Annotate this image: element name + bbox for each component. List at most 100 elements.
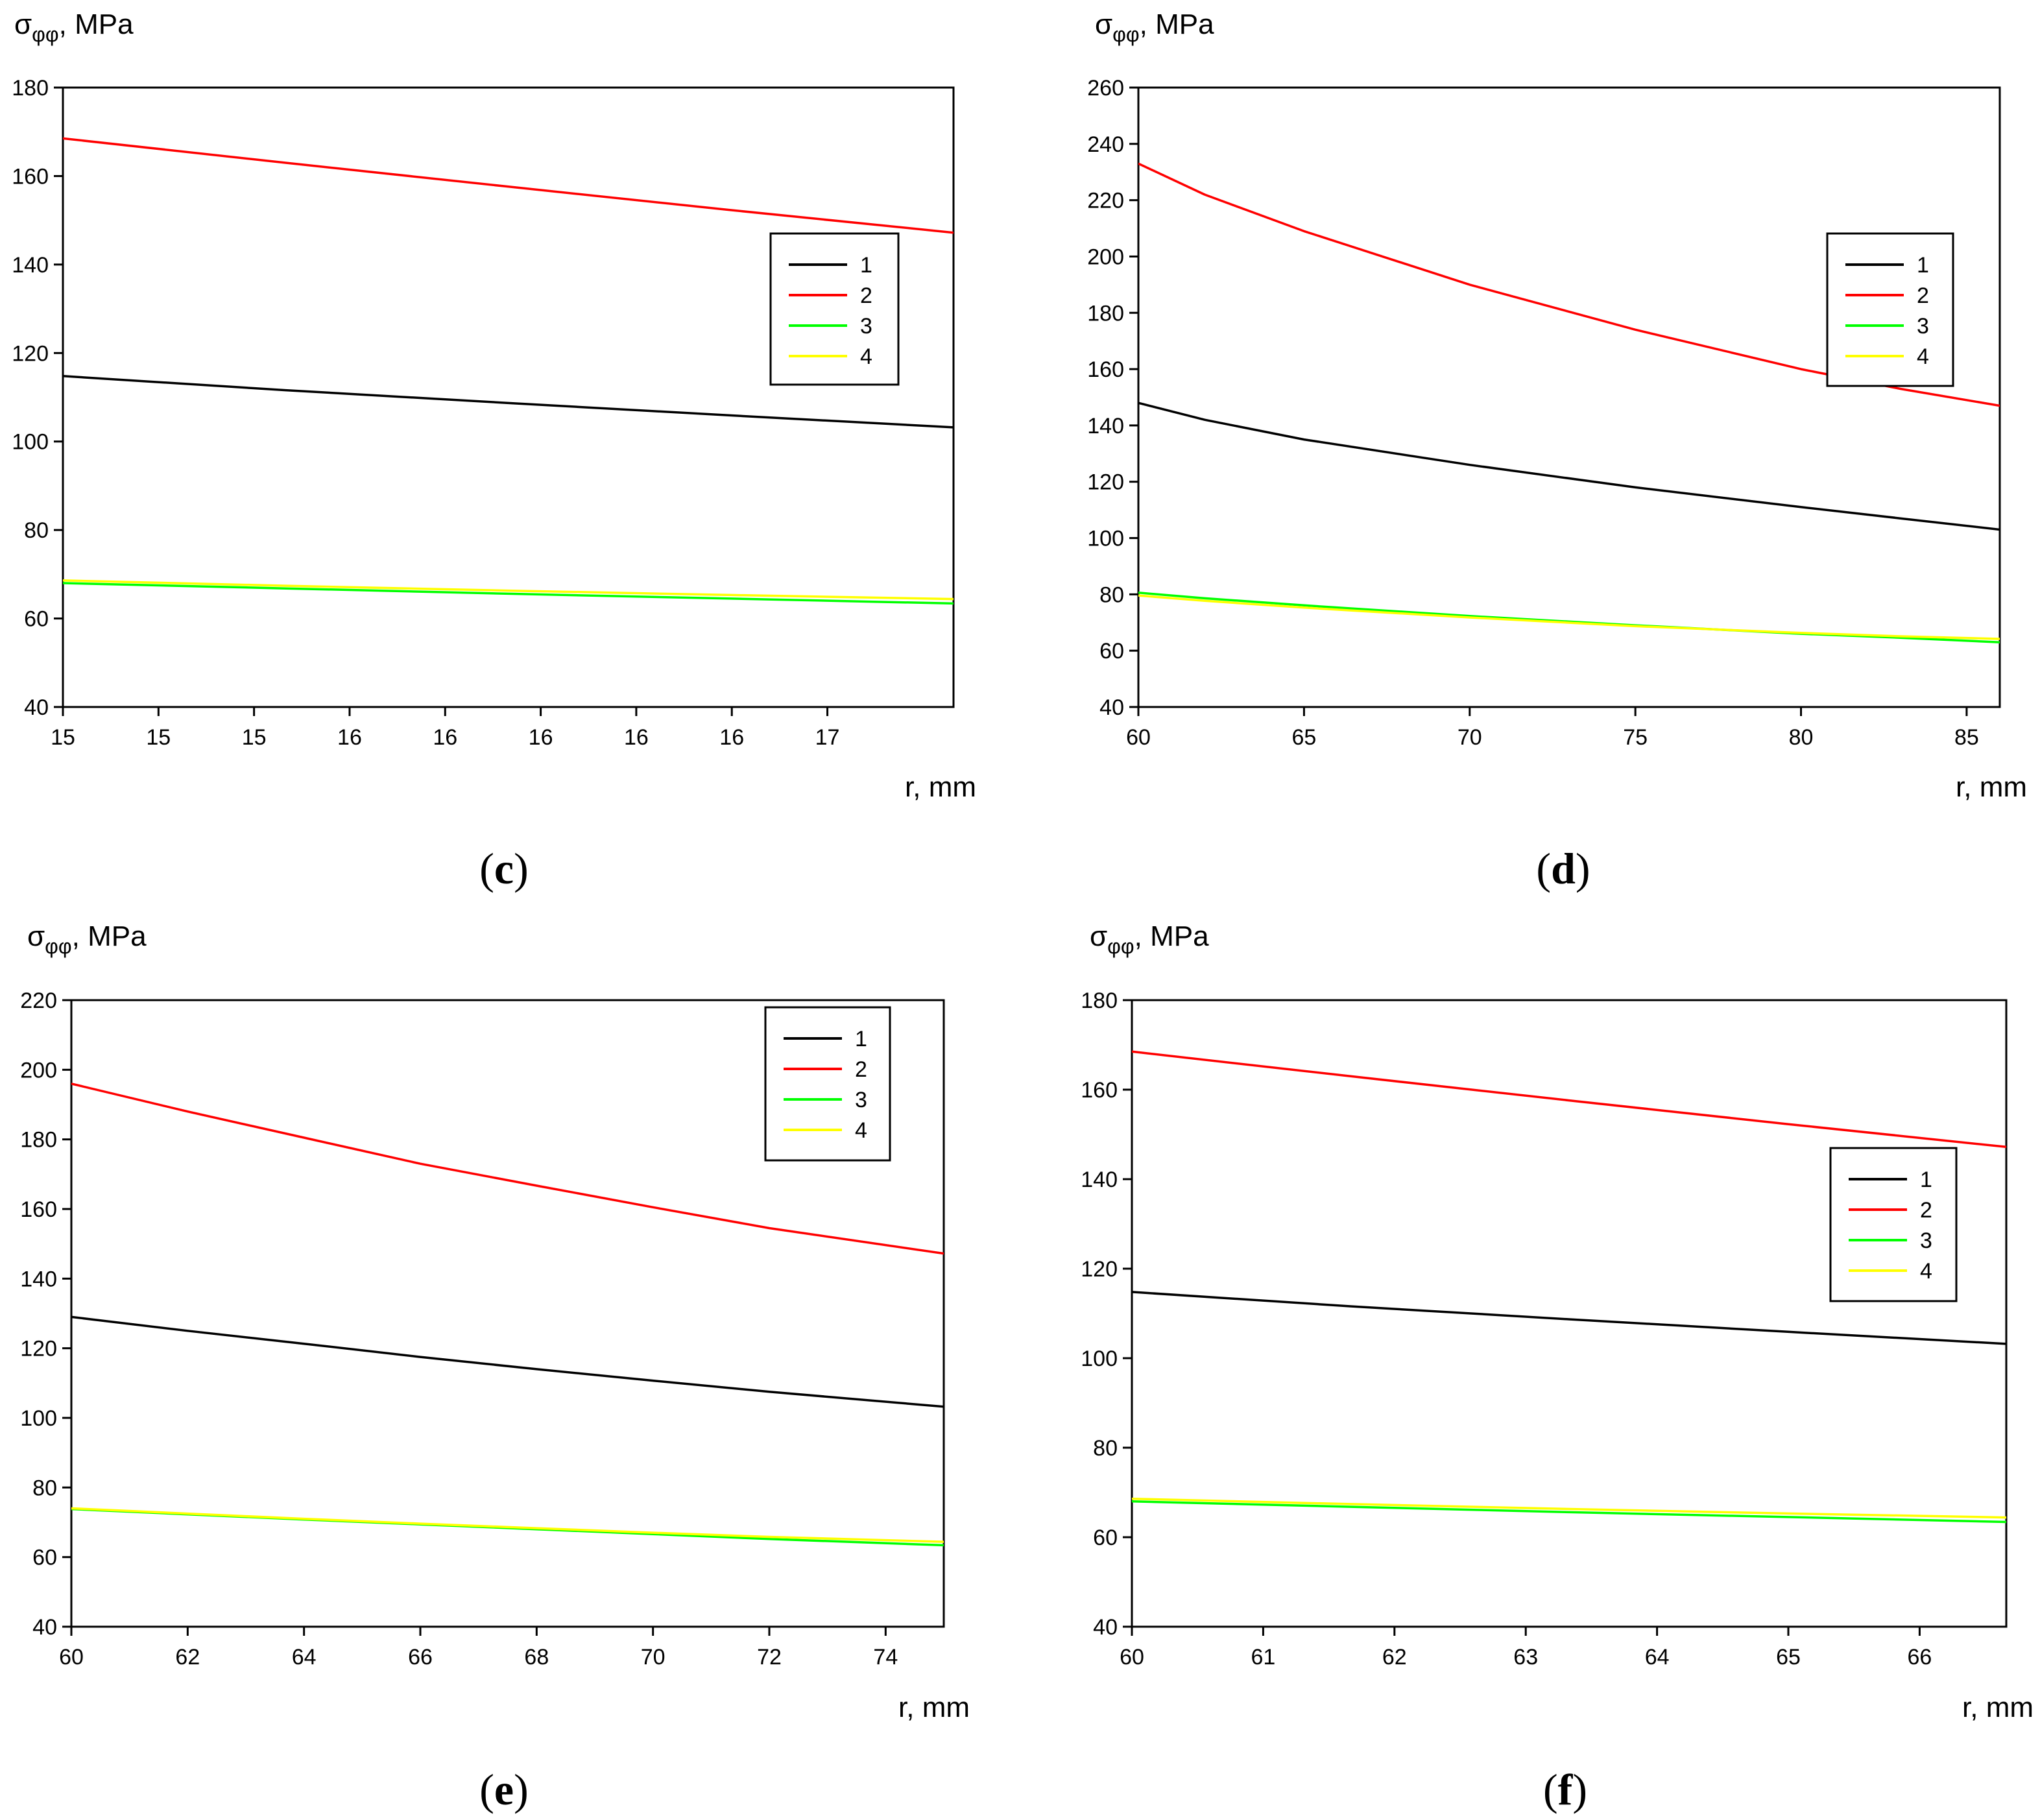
panel-label: (f) xyxy=(1543,1765,1587,1814)
x-tick-label: 16 xyxy=(529,725,553,750)
y-tick-label: 220 xyxy=(1087,189,1124,213)
legend-box xyxy=(764,1006,891,1162)
y-axis-title: σφφ, MPa xyxy=(27,920,147,958)
legend-label-3: 3 xyxy=(1917,314,1929,339)
y-tick-label: 100 xyxy=(12,430,49,455)
x-tick-label: 75 xyxy=(1623,725,1648,750)
panel-label: (d) xyxy=(1536,844,1590,893)
series-line-1 xyxy=(71,1315,944,1408)
x-tick-label: 63 xyxy=(1513,1645,1538,1670)
x-tick-label: 64 xyxy=(292,1645,317,1670)
legend-label-4: 4 xyxy=(1920,1259,1932,1284)
legend-label-4: 4 xyxy=(860,344,872,369)
x-tick-label: 68 xyxy=(524,1645,549,1670)
panel-paren-open: ( xyxy=(1543,1765,1558,1814)
x-axis-title: r, mm xyxy=(905,771,976,803)
series-line-2 xyxy=(71,1083,944,1255)
x-tick-label: 70 xyxy=(1458,725,1482,750)
y-tick-label: 40 xyxy=(1093,1615,1118,1640)
legend-label-4: 4 xyxy=(1917,344,1929,369)
legend-label-2: 2 xyxy=(1917,283,1929,308)
x-tick-label: 16 xyxy=(624,725,649,750)
x-tick-label: 17 xyxy=(815,725,840,750)
x-tick-label: 15 xyxy=(51,725,75,750)
x-tick-label: 70 xyxy=(641,1645,666,1670)
x-tick-label: 15 xyxy=(146,725,171,750)
y-tick-label: 100 xyxy=(20,1406,57,1431)
chart-panel-c: 40 60 80 100 120 140 160 180 15 15 15 16 16 16 16 16 17 σ… xyxy=(12,8,976,893)
x-axis-title: r, mm xyxy=(898,1692,970,1723)
x-tick-label: 60 xyxy=(1126,725,1151,750)
legend-label-3: 3 xyxy=(860,314,872,339)
y-axis-unit: , MPa xyxy=(1140,8,1214,40)
legend-label-1: 1 xyxy=(855,1027,867,1051)
y-tick-label: 80 xyxy=(24,518,49,543)
x-axis-title: r, mm xyxy=(1956,771,2027,803)
legend-label-3: 3 xyxy=(855,1088,867,1112)
plot-frame xyxy=(1131,999,2008,1628)
y-tick-label: 120 xyxy=(1087,470,1124,495)
y-tick-label: 180 xyxy=(20,1128,57,1153)
x-tick-label: 65 xyxy=(1776,1645,1801,1670)
series-line-2 xyxy=(63,137,954,234)
y-axis-symbol: σ xyxy=(1090,920,1107,952)
panel-paren-close: ) xyxy=(514,1765,529,1814)
y-tick-label: 140 xyxy=(1081,1167,1118,1192)
panel-paren-open: ( xyxy=(1536,844,1551,893)
legend-label-2: 2 xyxy=(860,283,872,308)
y-axis-subscript: φφ xyxy=(1107,935,1134,958)
legend-box xyxy=(1829,1147,1958,1302)
panel-letter: c xyxy=(494,844,514,893)
y-tick-label: 100 xyxy=(1087,527,1124,551)
legend-label-1: 1 xyxy=(1920,1167,1932,1192)
legend-box xyxy=(1826,232,1954,387)
y-tick-label: 180 xyxy=(1087,301,1124,326)
panel-paren-close: ) xyxy=(1572,1765,1587,1814)
panel-letter: e xyxy=(494,1765,514,1814)
y-axis-subscript: φφ xyxy=(1112,23,1140,46)
x-tick-label: 85 xyxy=(1954,725,1979,750)
y-tick-label: 60 xyxy=(1099,639,1124,664)
y-axis-unit: , MPa xyxy=(59,8,134,40)
x-tick-label: 62 xyxy=(175,1645,200,1670)
legend-label-1: 1 xyxy=(860,253,872,278)
x-tick-label: 15 xyxy=(242,725,267,750)
x-tick-label: 62 xyxy=(1382,1645,1407,1670)
series-line-4 xyxy=(1138,594,2000,640)
y-tick-label: 160 xyxy=(20,1197,57,1222)
x-axis-title: r, mm xyxy=(1962,1692,2034,1723)
legend-label-2: 2 xyxy=(1920,1198,1932,1223)
y-tick-label: 180 xyxy=(12,76,49,101)
panel-paren-open: ( xyxy=(479,1765,494,1814)
y-axis-title: σφφ, MPa xyxy=(14,8,134,46)
series-line-1 xyxy=(1132,1291,2006,1345)
y-tick-label: 120 xyxy=(1081,1257,1118,1282)
panel-paren-close: ) xyxy=(1576,844,1590,893)
panel-label: (e) xyxy=(479,1765,529,1814)
legend-box xyxy=(769,232,900,386)
legend-label-3: 3 xyxy=(1920,1228,1932,1253)
y-tick-label: 160 xyxy=(1087,357,1124,382)
legend-label-1: 1 xyxy=(1917,253,1929,278)
y-axis-subscript: φφ xyxy=(45,935,72,958)
panel-paren-close: ) xyxy=(514,844,529,893)
y-tick-label: 40 xyxy=(32,1615,57,1640)
y-tick-label: 140 xyxy=(12,253,49,278)
series-line-3 xyxy=(63,582,954,605)
y-axis-title: σφφ, MPa xyxy=(1095,8,1214,46)
y-tick-label: 40 xyxy=(1099,695,1124,720)
legend-label-2: 2 xyxy=(855,1057,867,1082)
plot-frame xyxy=(1137,86,2001,708)
series-line-3 xyxy=(1132,1500,2006,1524)
legend: 1 2 3 4 xyxy=(764,1006,891,1162)
y-axis-symbol: σ xyxy=(1095,8,1112,40)
y-tick-label: 180 xyxy=(1081,988,1118,1013)
x-tick-label: 66 xyxy=(408,1645,433,1670)
legend: 1 2 3 4 xyxy=(1829,1147,1958,1302)
legend: 1 2 3 4 xyxy=(769,232,900,386)
y-tick-label: 120 xyxy=(12,341,49,366)
